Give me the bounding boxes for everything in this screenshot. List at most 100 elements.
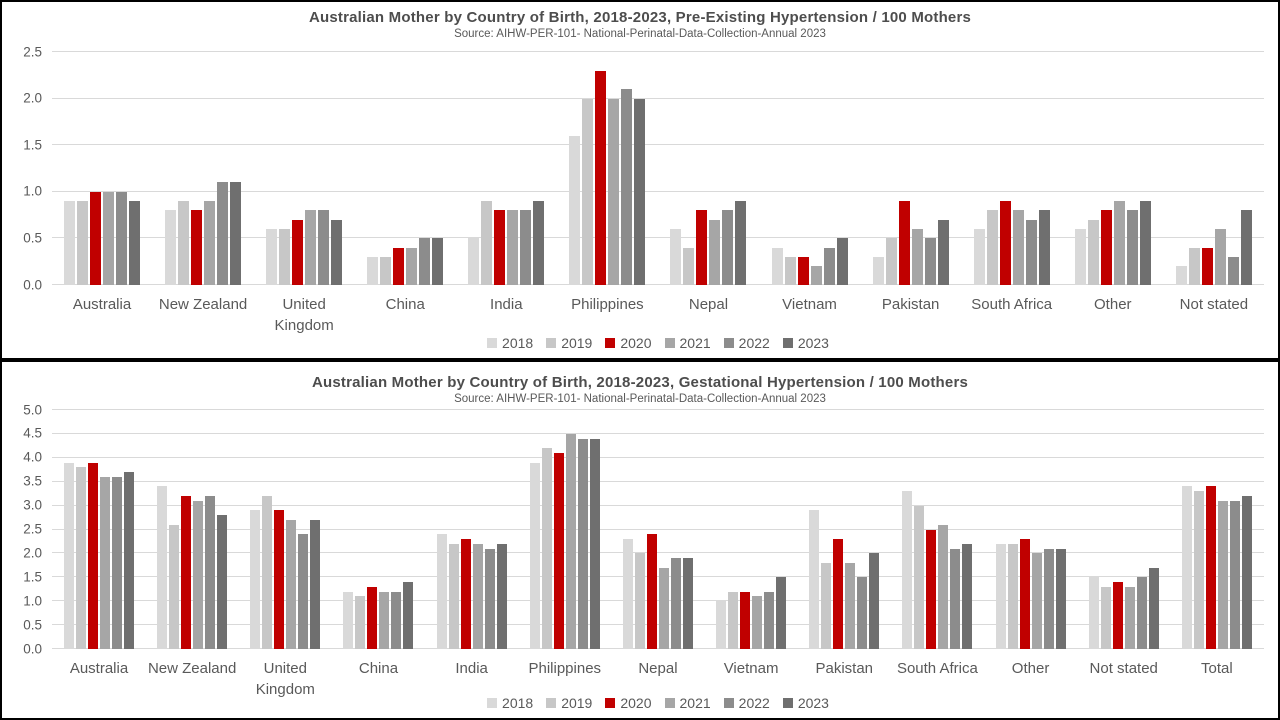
bar-2020 — [1019, 539, 1030, 649]
chart-title: Australian Mother by Country of Birth, 2… — [308, 9, 972, 26]
gridline: 4.0 — [23, 450, 1264, 465]
bar-group: Australia — [64, 410, 134, 677]
chart-source: Source: AIHW-PER-101- National-Perinatal… — [454, 28, 826, 40]
bar-2018 — [529, 462, 540, 649]
category-label: South Africa — [896, 660, 978, 677]
gridline: 2.0 — [23, 545, 1264, 560]
gridline: 4.5 — [23, 426, 1264, 441]
bar-2019 — [582, 98, 594, 285]
bar-2019 — [77, 201, 88, 285]
bar-2022 — [670, 558, 681, 649]
bar-2021 — [1031, 553, 1042, 649]
legend-label: 2019 — [561, 335, 593, 351]
chart-source: Source: AIHW-PER-101- National-Perinatal… — [454, 393, 826, 405]
bar-group: United Kingdom — [266, 52, 343, 334]
bar-2018 — [716, 601, 727, 649]
bar-2023 — [1139, 201, 1151, 285]
bar-2020 — [191, 210, 203, 285]
bar-2023 — [869, 553, 880, 649]
bar-2018 — [64, 462, 74, 649]
bar-2019 — [448, 543, 459, 649]
bar-2022 — [950, 548, 961, 649]
bar-2023 — [217, 515, 228, 649]
bar-2021 — [1217, 500, 1228, 649]
bar-groups: Australia New Zealand United Kingdom China I… — [52, 410, 1264, 698]
bar-2021 — [1012, 210, 1024, 285]
gestational-hypertension-chart-panel: Australian Mother by Country of Birth, 2… — [0, 360, 1280, 720]
bar-2019 — [728, 591, 739, 649]
gridline: 5.0 — [23, 402, 1264, 417]
bar-group: Vietnam — [716, 410, 787, 677]
gridline: 3.5 — [23, 474, 1264, 489]
y-tick-label: 3.0 — [23, 497, 42, 513]
bar-group: Pakistan — [809, 410, 880, 677]
bar-2019 — [885, 238, 897, 285]
legend-item-2023: 2023 — [782, 335, 829, 351]
bar-2019 — [683, 247, 695, 285]
bar-2020 — [898, 201, 910, 285]
legend-label: 2021 — [679, 335, 711, 351]
y-tick-label: 1.5 — [23, 137, 42, 153]
bar-group: New Zealand — [159, 52, 247, 313]
bar-2018 — [809, 510, 820, 649]
legend-swatch — [664, 698, 675, 708]
legend-swatch — [664, 338, 675, 348]
bar-2018 — [973, 229, 985, 285]
category-label: Australia — [69, 660, 129, 677]
legend-label: 2023 — [797, 695, 829, 711]
bar-2022 — [1126, 210, 1138, 285]
bar-2020 — [833, 539, 844, 649]
bar-2020 — [696, 210, 708, 285]
category-label: New Zealand — [158, 296, 248, 313]
bar-2023 — [1038, 210, 1050, 285]
bar-2021 — [752, 596, 763, 649]
bar-group: India — [436, 410, 507, 677]
bar-2022 — [764, 591, 775, 649]
legend-item-2022: 2022 — [723, 695, 770, 711]
bar-2022 — [577, 438, 588, 649]
bar-2021 — [305, 210, 317, 285]
bar-2023 — [589, 438, 600, 649]
y-tick-label: 4.5 — [23, 425, 42, 441]
bar-2022 — [1136, 577, 1147, 649]
bar-2021 — [565, 433, 576, 649]
bar-2019 — [1100, 586, 1111, 649]
legend-item-2023: 2023 — [782, 695, 829, 711]
bar-group: South Africa — [971, 52, 1052, 313]
legend-item-2020: 2020 — [605, 695, 652, 711]
gridline: 1.5 — [23, 569, 1264, 584]
bar-2023 — [682, 558, 693, 649]
bar-2022 — [520, 210, 532, 285]
bar-group: India — [468, 52, 545, 313]
bar-2020 — [181, 496, 192, 649]
bar-2023 — [230, 182, 242, 285]
bar-2020 — [1100, 210, 1112, 285]
legend-label: 2022 — [738, 335, 770, 351]
bar-2018 — [367, 257, 379, 285]
bar-group: New Zealand — [148, 410, 236, 677]
legend-label: 2020 — [620, 335, 652, 351]
y-tick-label: 2.5 — [23, 44, 42, 59]
legend-item-2018: 2018 — [487, 335, 533, 351]
y-tick-label: 0.5 — [23, 617, 42, 633]
legend: 2018 2019 2020 2021 2022 2023 — [52, 695, 1264, 711]
category-label: India — [455, 660, 488, 677]
gridline: 2.5 — [23, 44, 1264, 59]
bar-2019 — [169, 524, 180, 649]
category-label: New Zealand — [147, 660, 237, 677]
legend-label: 2022 — [738, 695, 770, 711]
legend-swatch — [546, 338, 557, 348]
category-label: Total — [1201, 660, 1233, 677]
bar-2018 — [569, 135, 581, 285]
bar-2020 — [740, 591, 751, 649]
bar-group: Other — [995, 410, 1066, 677]
bar-2021 — [845, 562, 856, 649]
bar-2023 — [533, 201, 545, 285]
bar-2021 — [286, 519, 297, 649]
bar-2018 — [165, 210, 177, 285]
y-tick-label: 2.0 — [23, 90, 42, 106]
bar-2022 — [1043, 548, 1054, 649]
bar-group: Philippines — [569, 52, 646, 313]
bar-2022 — [391, 591, 402, 649]
